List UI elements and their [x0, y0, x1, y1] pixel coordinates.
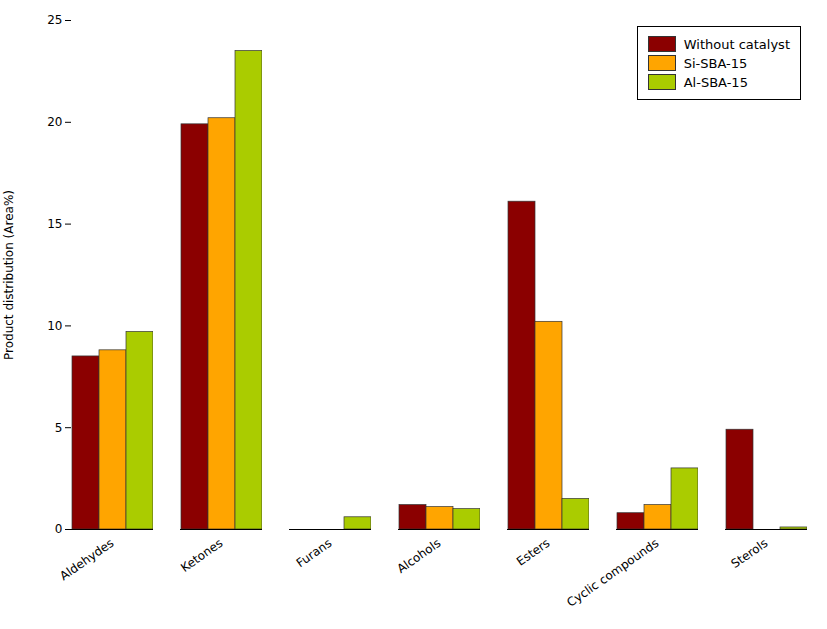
svg-text:Alcohols: Alcohols: [394, 536, 443, 576]
svg-text:20: 20: [47, 115, 62, 129]
svg-text:Cyclic compounds: Cyclic compounds: [564, 536, 661, 610]
html-text:Al-SBA-15: Al-SBA-15: [683, 74, 748, 90]
svg-text:Product distribution (Area%): Product distribution (Area%): [2, 190, 16, 360]
svg-text:Ketones: Ketones: [178, 536, 225, 575]
svg-text:0: 0: [55, 522, 63, 536]
svg-text:Sterols: Sterols: [729, 536, 771, 571]
svg-text:Esters: Esters: [514, 536, 552, 569]
html-text:Si-SBA-15: Si-SBA-15: [683, 55, 748, 71]
svg-text:15: 15: [47, 217, 62, 231]
svg-text:5: 5: [55, 421, 63, 435]
svg-text:10: 10: [47, 319, 62, 333]
html-text:Without catalyst: Without catalyst: [683, 36, 790, 52]
svg-text:Furans: Furans: [294, 536, 335, 570]
svg-text:Aldehydes: Aldehydes: [57, 536, 116, 583]
svg-text:25: 25: [47, 13, 62, 27]
